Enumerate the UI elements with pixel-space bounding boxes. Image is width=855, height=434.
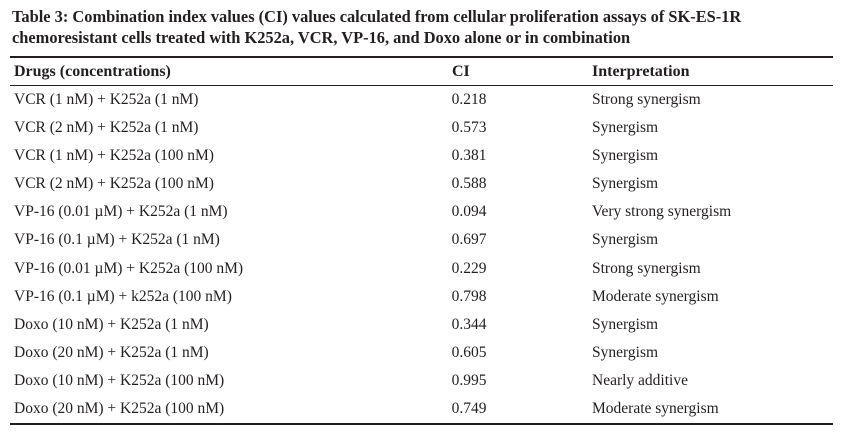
cell-interpretation: Nearly additive [592,371,688,389]
header-interpretation: Interpretation [592,63,690,80]
cell-drugs: VP-16 (0.01 µM) + K252a (1 nM) [14,203,228,221]
cell-ci: 0.218 [451,91,487,108]
cell-ci: 0.588 [451,175,487,193]
table-header-rule [10,85,833,86]
cell-drugs: VCR (1 nM) + K252a (1 nM) [14,91,199,108]
table-row: VP-16 (0.1 µM) + K252a (1 nM) 0.697 Syne… [0,226,855,254]
table-caption: Table 3: Combination index values (CI) v… [12,7,742,47]
cell-drugs: VCR (2 nM) + K252a (1 nM) [14,119,199,137]
table-row: VP-16 (0.1 µM) + k252a (100 nM) 0.798 Mo… [0,283,855,311]
cell-interpretation: Synergism [592,343,659,361]
cell-ci: 0.094 [451,203,487,221]
cell-interpretation: Synergism [592,147,659,165]
header-drugs: Drugs (concentrations) [14,63,171,80]
table-row: Doxo (20 nM) + K252a (1 nM) 0.605 Synerg… [0,339,855,367]
table-row: Doxo (10 nM) + K252a (1 nM) 0.344 Synerg… [0,311,855,339]
cell-drugs: VP-16 (0.1 µM) + k252a (100 nM) [14,287,232,305]
cell-interpretation: Synergism [592,315,659,333]
cell-interpretation: Strong synergism [592,259,701,277]
table-row: Doxo (20 nM) + K252a (100 nM) 0.749 Mode… [0,395,855,423]
cell-ci: 0.229 [451,259,487,277]
cell-drugs: VCR (2 nM) + K252a (100 nM) [14,175,214,193]
cell-interpretation: Moderate synergism [592,287,719,305]
cell-drugs: Doxo (20 nM) + K252a (100 nM) [14,400,225,418]
table-row: VCR (1 nM) + K252a (1 nM) 0.218 Strong s… [0,86,855,114]
cell-interpretation: Synergism [592,231,659,249]
cell-drugs: VCR (1 nM) + K252a (100 nM) [14,147,214,165]
cell-interpretation: Synergism [592,119,659,137]
table-row: VCR (1 nM) + K252a (100 nM) 0.381 Synerg… [0,142,855,170]
cell-ci: 0.798 [451,287,487,305]
cell-drugs: Doxo (10 nM) + K252a (1 nM) [14,315,209,333]
table-row: VP-16 (0.01 µM) + K252a (1 nM) 0.094 Ver… [0,198,855,226]
cell-ci: 0.749 [451,400,487,418]
table-header-row: Drugs (concentrations) CI Interpretation [0,59,855,84]
cell-drugs: Doxo (20 nM) + K252a (1 nM) [14,343,209,361]
cell-interpretation: Synergism [592,175,659,193]
table-row: VCR (2 nM) + K252a (1 nM) 0.573 Synergis… [0,114,855,142]
cell-ci: 0.381 [451,147,487,165]
table-bottom-rule [10,423,833,425]
table-row: VCR (2 nM) + K252a (100 nM) 0.588 Synerg… [0,170,855,198]
cell-interpretation: Very strong synergism [592,203,732,221]
cell-interpretation: Strong synergism [592,91,701,108]
cell-drugs: Doxo (10 nM) + K252a (100 nM) [14,371,225,389]
cell-drugs: VP-16 (0.1 µM) + K252a (1 nM) [14,231,220,249]
cell-ci: 0.605 [451,343,487,361]
cell-drugs: VP-16 (0.01 µM) + K252a (100 nM) [14,259,244,277]
table-row: Doxo (10 nM) + K252a (100 nM) 0.995 Near… [0,367,855,395]
table-row: VP-16 (0.01 µM) + K252a (100 nM) 0.229 S… [0,255,855,283]
header-ci: CI [452,63,470,80]
cell-ci: 0.697 [451,231,487,249]
cell-interpretation: Moderate synergism [592,400,719,418]
cell-ci: 0.573 [451,119,487,137]
cell-ci: 0.344 [451,315,487,333]
table-body: VCR (1 nM) + K252a (1 nM) 0.218 Strong s… [0,86,855,423]
cell-ci: 0.995 [451,371,487,389]
table-top-rule [10,56,833,58]
